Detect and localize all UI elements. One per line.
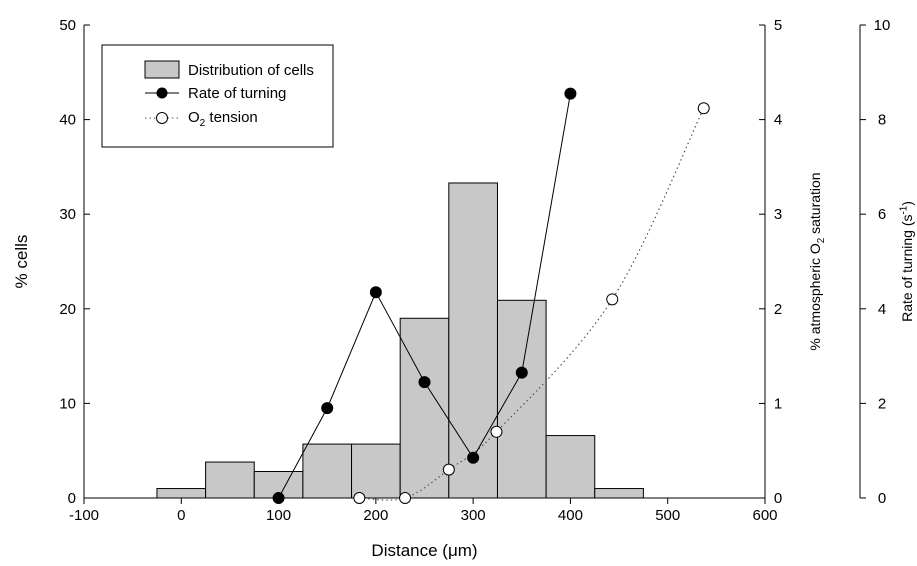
bar: [205, 461, 255, 499]
y2-tick-label: 1: [774, 395, 782, 412]
y2-tick-label: 5: [774, 17, 782, 34]
y3-tick-label: 2: [878, 395, 886, 412]
legend: Distribution of cells Rate of turning O2 t…: [101, 44, 334, 148]
data-point-rate-of-turning: [369, 286, 382, 299]
data-point-rate-of-turning: [321, 402, 334, 415]
y2-tick-label: 2: [774, 301, 782, 318]
y2-tick-label: 3: [774, 206, 782, 223]
bar: [302, 443, 353, 499]
y-tick-label: 40: [59, 112, 76, 129]
bar: [545, 435, 596, 499]
data-point-o2-tension: [697, 102, 710, 115]
y-tick-label: 30: [59, 206, 76, 223]
bar: [351, 443, 401, 499]
legend-label-distribution: Distribution of cells: [188, 62, 314, 79]
x-tick-label: 300: [461, 507, 486, 524]
y3-tick-label: 0: [878, 490, 886, 507]
y-tick-label: 0: [68, 490, 76, 507]
x-tick-label: 0: [177, 507, 185, 524]
data-point-rate-of-turning: [515, 366, 528, 379]
x-tick-label: -100: [69, 507, 99, 524]
legend-swatch-bars: [144, 60, 180, 79]
data-point-o2-tension: [353, 492, 366, 504]
data-point-rate-of-turning: [418, 376, 431, 389]
x-tick-label: 200: [363, 507, 388, 524]
y3-tick-label: 10: [874, 17, 891, 34]
y2-tick-label: 0: [774, 490, 782, 507]
y-tick-label: 10: [59, 395, 76, 412]
x-tick-label: 400: [558, 507, 583, 524]
data-point-rate-of-turning: [564, 87, 577, 100]
legend-marker-o2: [156, 112, 168, 124]
y3-tick-label: 6: [878, 206, 886, 223]
y3-axis-label: Rate of turning (s-1): [898, 201, 915, 322]
bar: [496, 299, 547, 499]
x-tick-label: 100: [266, 507, 291, 524]
x-tick-label: 600: [752, 507, 777, 524]
bar: [448, 182, 498, 499]
y-tick-label: 50: [59, 17, 76, 34]
y2-tick-label: 4: [774, 112, 782, 129]
data-point-o2-tension: [606, 293, 619, 306]
data-point-o2-tension: [442, 463, 455, 476]
data-point-o2-tension: [399, 492, 412, 504]
bar: [156, 488, 207, 499]
legend-label-rate: Rate of turning: [188, 85, 286, 102]
y-axis-label: % cells: [12, 235, 31, 289]
y3-tick-label: 4: [878, 301, 886, 318]
y-tick-label: 20: [59, 301, 76, 318]
legend-label-o2: O2 tension: [188, 109, 258, 129]
y3-tick-label: 8: [878, 112, 886, 129]
data-point-rate-of-turning: [272, 492, 285, 504]
y2-axis-label: % atmospheric O2 saturation: [807, 172, 827, 350]
data-point-rate-of-turning: [467, 451, 480, 464]
data-point-o2-tension: [490, 425, 503, 438]
x-axis-label: Distance (μm): [371, 541, 477, 560]
legend-marker-rate: [156, 87, 168, 99]
x-tick-label: 500: [655, 507, 680, 524]
legend-box: [101, 44, 334, 148]
bar: [594, 488, 644, 499]
